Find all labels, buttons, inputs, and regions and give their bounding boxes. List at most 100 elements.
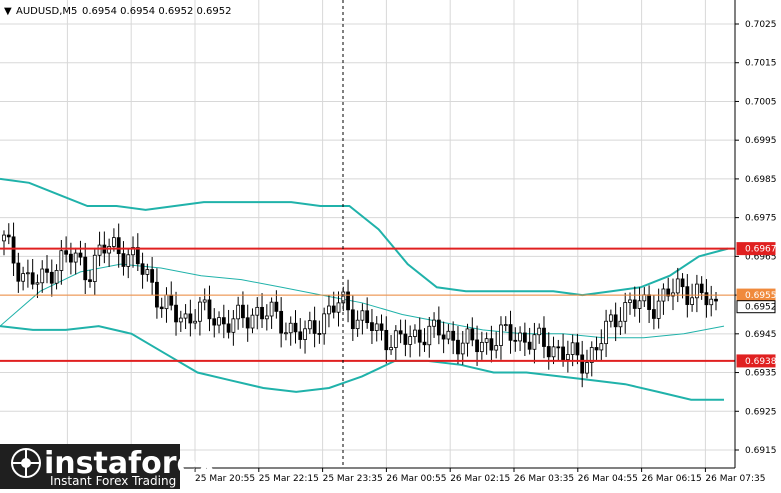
candle-bull [73, 252, 78, 263]
candle-bear [78, 252, 83, 258]
candle-bull [355, 319, 360, 330]
time-tick-label: 26 Mar 02:15 [450, 474, 510, 484]
candle-bull [709, 298, 714, 306]
price-tick-label: 0.6965 [745, 252, 777, 262]
price-labels: 0.6967 0.6955 0.6952 0.6938 [736, 242, 777, 368]
candle-bear [542, 327, 546, 347]
candle-bull [374, 323, 379, 331]
last-price-label-bg [736, 300, 776, 314]
candle-bear [83, 256, 88, 281]
candle-bull [599, 343, 604, 351]
watermark-background [0, 444, 180, 489]
candle-bear [513, 339, 518, 342]
candle-bull [479, 341, 484, 353]
candle-bull [145, 269, 150, 275]
candle-bull [303, 328, 307, 340]
candle-bull [551, 346, 556, 358]
candle-bear [522, 332, 527, 343]
candle-bull [250, 314, 255, 329]
candle-bull [460, 342, 465, 355]
candle-bull [97, 244, 102, 256]
bollinger-lower-line [0, 325, 724, 401]
candle-bull [671, 292, 675, 297]
price-tick-label: 0.7025 [745, 20, 777, 30]
candle-bull [231, 318, 236, 333]
symbol-label: AUDUSD,M5 [16, 6, 77, 17]
candle-bear [379, 323, 384, 331]
candle-bull [255, 306, 260, 316]
candle-bull [432, 319, 436, 327]
pivot-price-label: 0.6955 [745, 291, 777, 301]
candle-bull [565, 354, 570, 360]
candle-bear [350, 309, 355, 330]
price-tick-label: 0.6975 [745, 214, 777, 224]
candle-bear [685, 286, 690, 305]
candle-bear [45, 268, 49, 273]
candle-bear [159, 306, 164, 310]
candle-bull [92, 254, 97, 282]
candle-bull [178, 317, 183, 323]
candle-bull [59, 250, 64, 271]
candle-bear [666, 288, 671, 297]
time-tick-label: 26 Mar 07:35 [705, 474, 765, 484]
candle-bear [398, 330, 403, 335]
candle-bear [11, 236, 16, 264]
candle-bull [585, 362, 589, 374]
candle-bear [207, 299, 212, 320]
candle-bear [317, 333, 322, 335]
candle-bear [135, 247, 140, 265]
price-tick-label: 0.6985 [745, 175, 777, 185]
candle-bull [193, 320, 198, 324]
candle-bull [217, 317, 221, 326]
candle-bear [274, 301, 279, 312]
horizontal-levels[interactable] [0, 247, 735, 362]
candle-bull [570, 342, 575, 355]
candle-bull [532, 334, 537, 350]
candle-bull [126, 254, 131, 267]
candle-bear [6, 234, 11, 238]
candle-bear [241, 304, 245, 319]
collapse-arrow-icon[interactable]: ▼ [4, 6, 12, 17]
candle-bull [427, 325, 432, 346]
candle-bull [494, 345, 499, 351]
candle-bull [202, 299, 207, 303]
candle-bear [489, 338, 494, 351]
candle-bear [632, 299, 637, 309]
candle-bear [403, 333, 408, 345]
candle-bear [293, 322, 298, 333]
candle-bull [288, 322, 293, 334]
watermark-tagline: Instant Forex Trading [50, 474, 176, 488]
candle-bear [188, 313, 193, 324]
candle-bear [508, 324, 513, 341]
candle-bear [546, 346, 551, 358]
candle-bull [642, 294, 647, 302]
candle-bear [331, 305, 336, 313]
price-tick-label: 0.6925 [745, 407, 777, 417]
resistance-price-label: 0.6967 [745, 245, 777, 255]
candle-bull [393, 330, 398, 348]
candle-bear [470, 328, 475, 341]
bollinger-middle-line [0, 263, 725, 339]
candle-bull [608, 314, 613, 322]
candle-bear [441, 334, 446, 340]
candle-bear [245, 317, 250, 329]
candle-bull [264, 315, 269, 320]
candle-bear [436, 319, 441, 336]
support-price-label-bg [736, 354, 776, 368]
time-tick-label: 26 Mar 04:55 [578, 474, 638, 484]
candle-bear [140, 263, 145, 275]
candle-bear [116, 237, 121, 255]
candle-bear [226, 323, 231, 333]
candle-bull [307, 320, 312, 330]
candle-bull [518, 332, 522, 342]
instaforex-logo-icon [11, 448, 41, 478]
candle-bull [112, 237, 116, 247]
candle-bear [527, 341, 532, 350]
candle-bull [40, 268, 45, 284]
price-tick-label: 0.6915 [745, 446, 777, 456]
candle-bear [30, 272, 35, 285]
candle-bull [236, 304, 241, 320]
time-axis[interactable]: 25 Mar 20:55 25 Mar 22:15 25 Mar 23:35 26 M… [194, 468, 765, 484]
